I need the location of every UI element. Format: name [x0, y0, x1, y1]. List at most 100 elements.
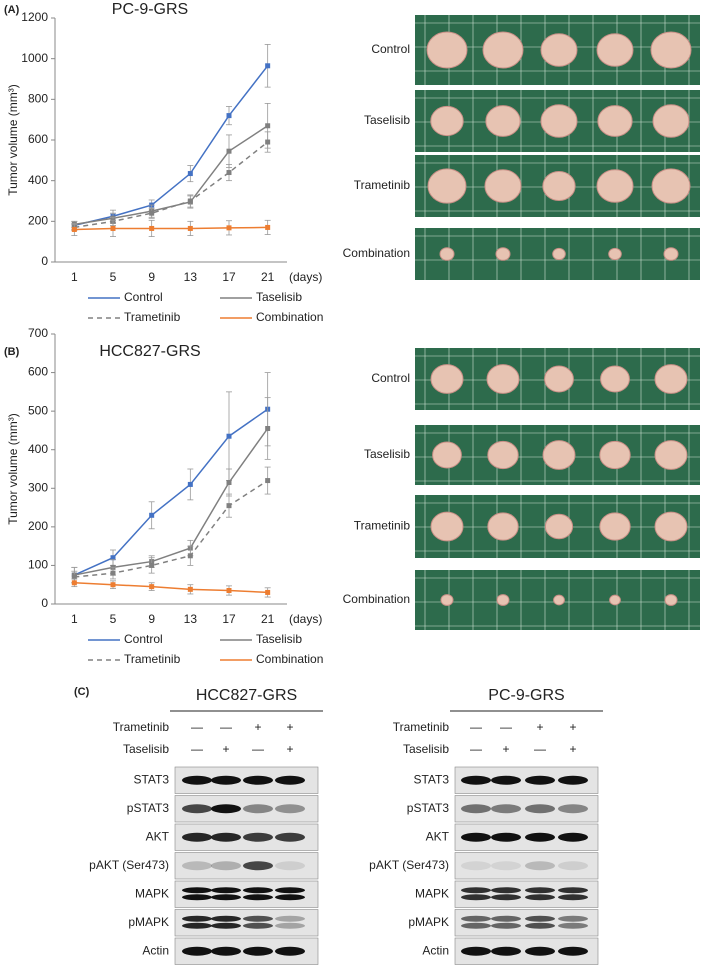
y-tick-label: 1000 [21, 51, 48, 65]
protein-label: pAKT (Ser473) [369, 858, 449, 872]
series-line [74, 125, 269, 226]
blot-strip [174, 909, 319, 937]
point [71, 580, 77, 586]
band [211, 922, 241, 929]
y-tick-label: 300 [28, 480, 48, 494]
tumor [486, 364, 520, 394]
tumor [664, 594, 678, 606]
treatment-sign: — [500, 720, 512, 734]
treatment-sign: — [191, 720, 203, 734]
band [525, 915, 555, 922]
treatment-sign: + [222, 742, 229, 756]
tumor [608, 247, 622, 261]
x-tick-label: 1 [71, 270, 78, 284]
y-tick-label: 0 [41, 254, 48, 268]
band [275, 915, 305, 922]
band [461, 894, 491, 901]
x-tick-label: 9 [148, 612, 155, 626]
treatment-sign: — [534, 742, 546, 756]
band [182, 946, 212, 956]
y-tick-label: 600 [28, 132, 48, 146]
band [525, 922, 555, 929]
band [491, 861, 521, 871]
tumor [552, 247, 566, 261]
tumor [553, 594, 565, 606]
photo-label: Taselisib [364, 447, 410, 461]
treatment-sign: + [569, 742, 576, 756]
band [491, 946, 521, 956]
protein-label: AKT [426, 829, 450, 843]
panel-label: (B) [4, 346, 20, 358]
treatment-label: Taselisib [123, 742, 169, 756]
tumor [540, 104, 578, 138]
tumor [439, 247, 455, 261]
band [211, 946, 241, 956]
band [558, 915, 588, 922]
y-tick-label: 800 [28, 92, 48, 106]
x-tick-label: 5 [110, 270, 117, 284]
band [525, 775, 555, 785]
band [182, 804, 212, 814]
band [525, 804, 555, 814]
point [71, 226, 77, 232]
tumor [654, 440, 688, 470]
point [149, 584, 155, 590]
blot-strip [454, 852, 599, 880]
point [226, 170, 232, 176]
point [110, 555, 116, 561]
legend-label: Taselisib [256, 290, 302, 304]
band [491, 894, 521, 901]
band [211, 804, 241, 814]
photo-label: Taselisib [364, 113, 410, 127]
y-tick-label: 500 [28, 403, 48, 417]
band [491, 887, 521, 894]
band [275, 832, 305, 842]
point [226, 148, 232, 154]
tumor [609, 594, 621, 606]
point [187, 171, 193, 177]
tumor [496, 594, 510, 606]
tumor [596, 33, 634, 67]
band [461, 861, 491, 871]
band [275, 922, 305, 929]
point [265, 478, 271, 484]
point [265, 123, 271, 129]
treatment-sign: — [252, 742, 264, 756]
tumor [663, 247, 679, 261]
tumor [430, 511, 464, 542]
point [110, 225, 116, 231]
y-axis-label: Tumor volume (mm³) [6, 84, 20, 196]
y-tick-label: 1200 [21, 10, 48, 24]
band [275, 804, 305, 814]
point [226, 113, 232, 119]
x-tick-label: 1 [71, 612, 78, 626]
protein-label: pMAPK [408, 915, 449, 929]
photo-label: Combination [343, 592, 410, 606]
point [226, 225, 232, 231]
point [226, 588, 232, 593]
legend-label: Trametinib [124, 310, 181, 324]
band [275, 894, 305, 901]
band [211, 915, 241, 922]
panel-label: (C) [74, 686, 90, 698]
tumor [482, 31, 524, 69]
tumor [652, 104, 690, 138]
band [491, 915, 521, 922]
treatment-sign: + [502, 742, 509, 756]
band [243, 832, 273, 842]
point [149, 562, 155, 568]
legend-label: Control [124, 290, 163, 304]
band [525, 832, 555, 842]
point [110, 570, 116, 576]
protein-label: pAKT (Ser473) [89, 858, 169, 872]
blot-strip [454, 909, 599, 937]
point [187, 586, 193, 592]
x-tick-label: 13 [184, 612, 198, 626]
band [491, 922, 521, 929]
x-tick-label: 21 [261, 270, 275, 284]
band [243, 915, 273, 922]
point [226, 433, 232, 439]
tumor [654, 364, 688, 394]
band [491, 832, 521, 842]
band [243, 894, 273, 901]
